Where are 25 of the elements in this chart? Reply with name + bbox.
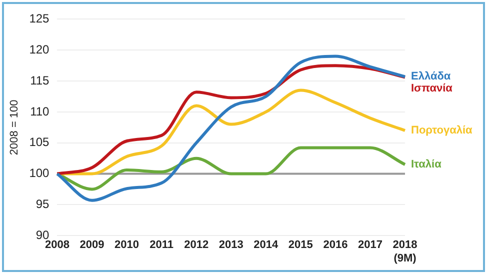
y-tick-label: 90 [36, 228, 50, 242]
x-tick-label: 2011 [150, 239, 174, 252]
y-tick-label: 95 [36, 197, 50, 211]
x-tick-label: 2017 [358, 239, 382, 252]
y-tick-label: 120 [29, 42, 50, 56]
x-tick-label: 2010 [114, 239, 140, 252]
x-tick-label: 2016 [323, 239, 348, 252]
y-tick-label: 100 [29, 166, 50, 180]
x-tick-label: 2013 [218, 239, 244, 252]
x-tick-label: 2014 [254, 239, 279, 252]
y-tick-label: 115 [30, 73, 50, 88]
y-axis-title: 2008 = 100 [8, 100, 21, 156]
x-tick-label: 2012 [184, 239, 209, 252]
x-tick-label: 2009 [80, 239, 104, 252]
series-label: Ισπανία [411, 82, 453, 95]
series-label: Ελλάδα [411, 70, 451, 83]
y-tick-label: 110 [30, 104, 50, 118]
y-tick-label: 105 [29, 135, 50, 150]
series-label: Ιταλία [411, 158, 442, 171]
x-tick-label: 2015 [288, 239, 313, 252]
line-series [56, 54, 406, 202]
series-label: Πορτογαλία [411, 124, 473, 137]
y-tick-label: 125 [29, 12, 50, 26]
x-tick-label: 2018 (9M) [392, 239, 418, 264]
x-tick-label: 2008 [44, 239, 70, 252]
